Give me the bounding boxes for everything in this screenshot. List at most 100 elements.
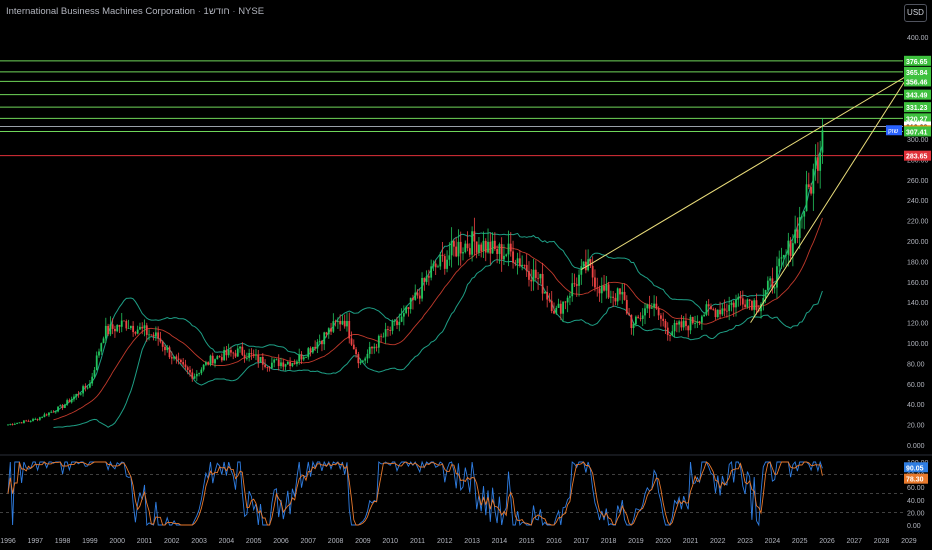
candle-body — [630, 314, 633, 329]
candle-body — [575, 284, 578, 286]
candle-body — [409, 297, 412, 310]
candle-body — [127, 328, 130, 329]
price-tick-label: 300.00 — [907, 137, 929, 144]
candle-body — [341, 320, 344, 325]
candle-body — [607, 284, 610, 298]
candle-body — [273, 359, 276, 363]
candle-body — [589, 259, 592, 266]
candle-body — [48, 412, 50, 416]
candle-body — [314, 346, 317, 349]
price-tick-label: 400.00 — [907, 35, 929, 42]
candle-body — [380, 335, 382, 337]
year-tick-label: 2020 — [655, 538, 671, 545]
price-tick-label: 280.00 — [907, 157, 929, 164]
candle-body — [455, 246, 458, 257]
trendlines[interactable] — [581, 74, 910, 323]
price-tick-label: 160.00 — [907, 280, 929, 287]
candle-body — [562, 301, 564, 314]
candle-body — [189, 369, 191, 373]
candle-body — [744, 304, 746, 308]
candle-body — [195, 373, 198, 377]
candle-body — [150, 334, 153, 336]
candle-body — [819, 152, 822, 171]
candle-body — [794, 229, 797, 244]
candle-body — [466, 243, 469, 249]
candle-body — [673, 322, 676, 332]
time-axis[interactable]: 1996 1997 1998 1999 2000 2001 2002 2003 2004 2005… — [0, 538, 917, 545]
candle-body — [396, 320, 398, 326]
candle-body — [751, 300, 753, 310]
level-labels: 376.65365.84356.46343.49331.23320.27312.… — [886, 55, 931, 161]
currency-button[interactable]: USD — [904, 4, 927, 22]
candle-body — [368, 346, 371, 354]
candle-body — [402, 313, 405, 317]
candle-body — [211, 355, 214, 364]
candle-body — [425, 276, 428, 283]
candle-body — [120, 320, 123, 327]
candle-body — [516, 258, 519, 264]
price-tick-label: 120.00 — [907, 321, 929, 328]
candle-body — [100, 343, 103, 352]
candles[interactable] — [7, 118, 824, 426]
candle-body — [603, 285, 605, 291]
candle-body — [257, 354, 260, 363]
level-label: 356.46 — [906, 79, 928, 86]
price-tick-label: 0.000 — [907, 443, 925, 450]
candle-body — [430, 266, 433, 278]
year-tick-label: 2013 — [464, 538, 480, 545]
candle-body — [104, 325, 107, 339]
candle-body — [671, 331, 674, 336]
candle-body — [148, 334, 150, 336]
candle-body — [175, 356, 178, 359]
candle-body — [216, 356, 219, 360]
candle-body — [646, 304, 649, 309]
year-tick-label: 2016 — [546, 538, 562, 545]
candle-body — [239, 346, 241, 349]
candle-body — [32, 419, 34, 421]
candle-body — [168, 347, 171, 358]
candle-body — [730, 302, 733, 305]
year-tick-label: 2015 — [519, 538, 535, 545]
price-axis[interactable]: 0.000 20.00 40.00 60.00 80.00 100.00 120.00 140… — [907, 35, 929, 450]
candle-body — [710, 306, 712, 309]
candle-body — [450, 241, 453, 256]
candle-body — [641, 315, 644, 319]
candle-body — [521, 264, 524, 266]
candle-body — [116, 324, 119, 332]
candle-body — [371, 346, 373, 349]
candle-body — [29, 420, 32, 422]
candle-body — [323, 332, 326, 345]
interval-label[interactable]: 1חודש — [203, 6, 230, 17]
candle-body — [202, 364, 205, 370]
candle-body — [505, 254, 508, 256]
candle-body — [680, 321, 683, 328]
candle-body — [173, 356, 175, 359]
candle-body — [443, 256, 446, 269]
candle-body — [728, 304, 731, 312]
candle-body — [616, 288, 619, 302]
candle-body — [625, 299, 628, 314]
candle-body — [414, 292, 417, 300]
market-tag-bg — [886, 125, 902, 136]
candle-body — [503, 255, 505, 260]
candle-body — [782, 254, 785, 258]
candle-body — [54, 411, 57, 413]
candle-body — [496, 248, 499, 254]
osc-tick-label: 60.00 — [907, 485, 925, 492]
candle-body — [95, 355, 98, 371]
candle-body — [355, 349, 357, 355]
candle-body — [805, 184, 808, 212]
candle-body — [487, 241, 489, 253]
candle-body — [687, 326, 690, 331]
candle-body — [796, 229, 799, 239]
company-name: International Business Machines Corporat… — [6, 6, 196, 17]
year-tick-label: 2022 — [710, 538, 726, 545]
candle-body — [685, 320, 687, 327]
candle-body — [161, 341, 164, 347]
bollinger-upper — [53, 144, 823, 413]
candle-body — [635, 316, 637, 325]
year-tick-label: 1996 — [0, 538, 16, 545]
candle-body — [507, 243, 510, 255]
price-tick-label: 220.00 — [907, 219, 929, 226]
